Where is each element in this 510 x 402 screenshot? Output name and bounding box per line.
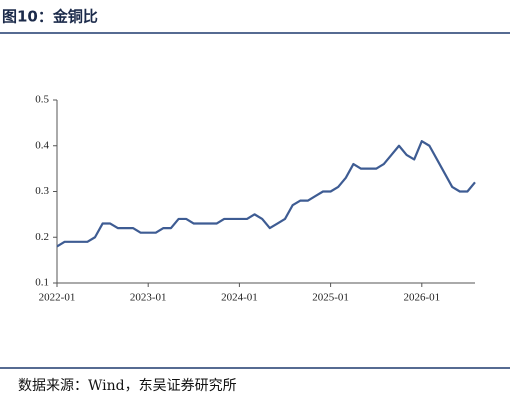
y-tick-label: 0.1 <box>35 277 49 289</box>
y-tick-label: 0.3 <box>35 185 49 197</box>
x-tick-label: 2025-01 <box>312 292 349 304</box>
data-line <box>56 140 476 248</box>
y-tick-label: 0.5 <box>35 94 49 106</box>
chart-title: 图10：金铜比 <box>2 8 98 26</box>
y-tick-label: 0.4 <box>35 139 49 151</box>
source-note: 数据来源：Wind，东吴证券研究所 <box>18 378 237 394</box>
x-tick-label: 2023-01 <box>130 292 167 304</box>
x-tick-label: 2026-01 <box>403 292 440 304</box>
x-tick-label: 2024-01 <box>221 292 258 304</box>
y-tick-label: 0.2 <box>35 231 49 243</box>
x-tick-label: 2022-01 <box>39 292 76 304</box>
